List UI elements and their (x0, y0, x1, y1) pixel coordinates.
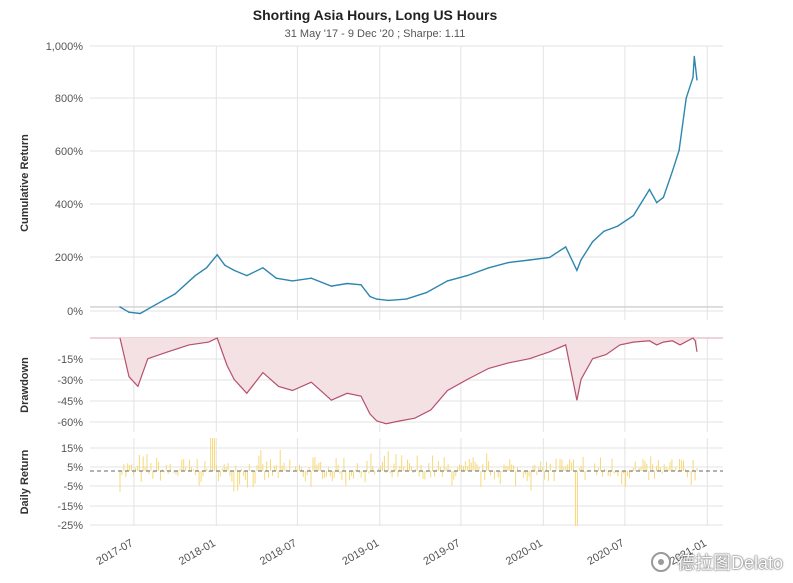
y-tick-label: -30% (57, 375, 83, 387)
cumulative-return-point (507, 261, 510, 264)
cumulative-return-point (330, 285, 333, 287)
cumulative-return-point (648, 188, 651, 191)
cumulative-return-point (488, 267, 490, 269)
cumulative-return-point (632, 214, 635, 217)
cumulative-return-point (346, 282, 348, 285)
y-tick-label: -5% (63, 481, 83, 493)
cumulative-return-point (656, 201, 658, 204)
cumulative-return-point (617, 225, 619, 227)
watermark: 德拉图Delato (650, 549, 783, 575)
cumulative-return-point (205, 267, 208, 269)
x-tick-label: 2017-07 (94, 537, 135, 568)
y-axis-label: Drawdown (19, 357, 31, 413)
chart-subtitle: 31 May '17 - 9 Dec '20 ; Sharpe: 1.11 (285, 28, 466, 40)
cumulative-return-point (369, 295, 371, 298)
cumulative-return-point (119, 306, 121, 308)
cumulative-return-point (565, 246, 567, 248)
x-tick-label: 2019-07 (421, 537, 462, 568)
y-tick-label: 800% (55, 93, 83, 105)
y-tick-label: 200% (55, 252, 83, 264)
cumulative-return-point (224, 264, 226, 266)
x-tick-label: 2020-07 (585, 537, 626, 568)
y-tick-label: 600% (55, 146, 83, 158)
cumulative-return-point (405, 298, 407, 300)
cumulative-return-point (693, 55, 695, 58)
watermark-text: 德拉图Delato (676, 553, 783, 573)
cumulative-return-point (671, 170, 674, 172)
cumulative-return-point (603, 230, 605, 232)
cumulative-return-line (119, 56, 698, 315)
cumulative-return-point (425, 291, 428, 294)
x-tick-label: 2018-07 (258, 537, 299, 568)
drawdown-line (119, 337, 698, 425)
y-tick-label: 400% (55, 199, 83, 211)
cumulative-return-point (155, 303, 157, 305)
x-tick-label: 2020-01 (504, 537, 545, 568)
x-tick-label: 2019-01 (340, 537, 381, 568)
cumulative-return-point (466, 274, 468, 277)
cumulative-return-point (128, 311, 130, 313)
cumulative-return-point (174, 293, 176, 295)
cumulative-return-point (246, 274, 248, 277)
cumulative-return-point (275, 277, 277, 279)
cumulative-return-point (310, 277, 312, 279)
cumulative-return-point (216, 254, 218, 256)
y-tick-label: -60% (57, 417, 83, 429)
y-tick-label: 5% (67, 462, 83, 474)
y-axis-label: Cumulative Return (19, 134, 31, 232)
drawdown-panel: -15% -30% -45% -60% Drawdown (19, 337, 723, 432)
daily-return-panel: 15% 5% -5% -15% -25% Daily Return (19, 438, 723, 532)
y-tick-label: -45% (57, 396, 83, 408)
y-tick-label: -15% (57, 501, 83, 513)
cumulative-return-point (446, 280, 449, 282)
cumulative-return-point (685, 97, 687, 99)
cumulative-return-point (139, 312, 141, 315)
x-tick-label: 2018-01 (177, 537, 218, 568)
y-tick-label: -25% (57, 520, 83, 532)
cumulative-return-point (194, 274, 196, 277)
cumulative-return-point (291, 280, 294, 282)
y-tick-label: 1,000% (46, 41, 84, 53)
cumulative-return-point (580, 259, 582, 261)
cumulative-return-point (678, 149, 680, 152)
cumulative-return-point (387, 299, 389, 302)
cumulative-return-point (528, 259, 531, 261)
y-tick-label: 0% (67, 306, 83, 318)
x-axis: 2017-07 2018-01 2018-07 2019-01 2019-07 2020-… (94, 537, 708, 568)
drawdown-area (120, 338, 697, 424)
chart-title: Shorting Asia Hours, Long US Hours (253, 7, 498, 23)
cumulative-return-point (662, 196, 665, 199)
cumulative-return-point (548, 256, 551, 259)
cumulative-return-point (692, 76, 694, 79)
cumulative-return-point (696, 79, 698, 81)
cumulative-return-point (262, 267, 264, 269)
y-tick-label: 15% (61, 443, 83, 455)
wechat-icon (650, 552, 671, 572)
y-axis-label: Daily Return (19, 449, 31, 514)
cumulative-return-point (591, 241, 594, 243)
cumulative-return-point (360, 284, 362, 286)
cumulative-return-point (233, 269, 235, 272)
y-tick-label: -15% (57, 354, 83, 366)
cumulative-return-point (376, 298, 378, 300)
cumulative-return-panel: 1,000% 800% 600% 400% 200% 0% Cumulative Retur… (19, 41, 723, 320)
cumulative-return-point (576, 269, 578, 272)
